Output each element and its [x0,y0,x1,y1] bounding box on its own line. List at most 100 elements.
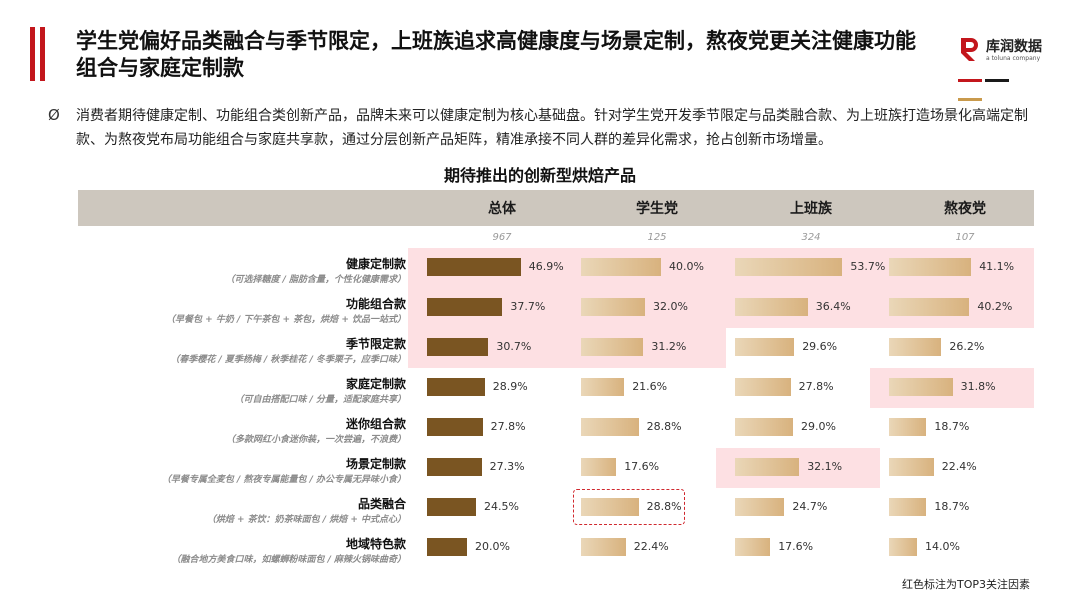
row-label: 家庭定制款 [345,377,406,391]
logo-name: 库润数据 [986,39,1042,55]
data-label: 18.7% [934,420,970,433]
page-title: 学生党偏好品类融合与季节限定，上班族追求高健康度与场景定制，熬夜党更关注健康功能… [76,29,916,80]
data-label: 37.7% [510,300,546,313]
bar-segment [889,498,927,516]
data-label: 28.9% [492,380,528,393]
row-label: 地域特色款 [345,537,406,551]
data-label: 41.1% [979,260,1015,273]
sample-size: 107 [955,232,975,243]
data-label: 31.8% [960,380,996,393]
data-label: 31.2% [651,340,687,353]
data-label: 27.8% [798,380,834,393]
bar-segment [735,458,800,476]
bar-total [427,538,467,556]
bar-total [427,418,483,436]
bar-segment [581,498,639,516]
bar-segment [735,418,793,436]
column-header: 上班族 [790,201,832,217]
bar-total [427,498,476,516]
bar-segment [889,338,942,356]
data-label: 22.4% [633,540,669,553]
sample-size: 324 [801,232,821,243]
data-label: 17.6% [624,460,660,473]
bar-segment [889,298,970,316]
bar-segment [735,258,843,276]
data-label: 28.8% [646,500,682,513]
data-label: 40.2% [977,300,1013,313]
dashed-highlight-box [573,489,685,525]
data-label: 27.3% [489,460,525,473]
sample-size: 125 [647,232,667,243]
row-label: 季节限定款 [345,337,406,351]
data-label: 14.0% [925,540,960,553]
sample-size: 967 [492,232,512,243]
bar-segment [735,298,808,316]
row-description: （早餐包 + 牛奶 / 下午茶包 + 茶包，烘焙 + 饮品一站式） [166,315,406,325]
row-description: （可自由搭配口味 / 分量，适配家庭共享） [234,395,406,405]
bar-segment [735,538,771,556]
data-label: 29.6% [802,340,838,353]
data-label: 53.7% [850,260,886,273]
row-label: 迷你组合款 [345,417,406,431]
chart-header-band [78,190,1034,226]
logo-r-icon [961,38,978,61]
logo-stripe [958,67,1036,101]
data-label: 40.0% [669,260,704,273]
row-description: （融合地方美食口味，如螺蛳粉味面包 / 麻辣火锅味曲奇） [171,555,406,565]
data-label: 17.6% [778,540,814,553]
data-label: 27.8% [490,420,526,433]
data-label: 29.0% [801,420,836,433]
logo-tagline: a toluna company [986,55,1041,62]
bar-segment [735,498,785,516]
data-label: 24.7% [792,500,828,513]
bar-segment [581,458,617,476]
data-label: 18.7% [934,500,970,513]
bar-segment [889,458,934,476]
row-description: （烘焙 + 茶饮：奶茶味面包 / 烘焙 + 中式点心） [206,515,406,525]
bar-total [427,458,482,476]
row-label: 健康定制款 [345,257,406,271]
bar-total [427,338,489,356]
data-label: 30.7% [496,340,532,353]
bar-segment [889,418,927,436]
data-label: 32.0% [653,300,688,313]
row-description: （多款网红小食迷你装，一次尝遍，不浪费） [225,435,406,445]
data-label: 28.8% [646,420,682,433]
row-description: （可选择糖度 / 脂肪含量，个性化健康需求） [225,275,406,285]
row-label: 场景定制款 [345,457,406,471]
accent-bar [30,27,35,81]
bar-total [427,258,521,276]
bar-segment [889,538,917,556]
row-description: （春季樱花 / 夏季杨梅 / 秋季桂花 / 冬季栗子，应季口味） [170,355,406,365]
bar-segment [581,538,626,556]
logo-stripe-red [958,79,982,82]
data-label: 32.1% [807,460,843,473]
row-label: 品类融合 [357,497,406,511]
bar-segment [889,378,953,396]
bar-total [427,298,503,316]
column-header: 总体 [488,201,516,217]
footnote: 红色标注为TOP3关注因素 [901,578,1030,591]
logo-stripe-black [985,79,1009,82]
brand-logo: 库润数据 a toluna company [958,36,1068,101]
bar-segment [581,298,645,316]
bar-segment [581,338,644,356]
bar-segment [735,338,795,356]
bar-total [427,378,485,396]
accent-bar [40,27,45,81]
bar-segment [581,258,661,276]
bar-segment [889,258,972,276]
bar-segment [735,378,791,396]
summary-text: 消费者期待健康定制、功能组合类创新产品，品牌未来可以健康定制为核心基础盘。针对学… [76,108,1028,148]
row-label: 功能组合款 [345,297,406,311]
data-label: 20.0% [475,540,510,553]
bar-segment [581,378,625,396]
column-header: 熬夜党 [944,201,986,217]
row-description: （早餐专属全麦包 / 熬夜专属能量包 / 办公专属无异味小食） [161,475,406,485]
bar-segment [581,418,639,436]
data-label: 24.5% [484,500,519,513]
data-label: 22.4% [941,460,977,473]
chart-title: 期待推出的创新型烘焙产品 [443,166,636,185]
data-label: 26.2% [949,340,985,353]
logo-stripe-gold [958,98,982,101]
